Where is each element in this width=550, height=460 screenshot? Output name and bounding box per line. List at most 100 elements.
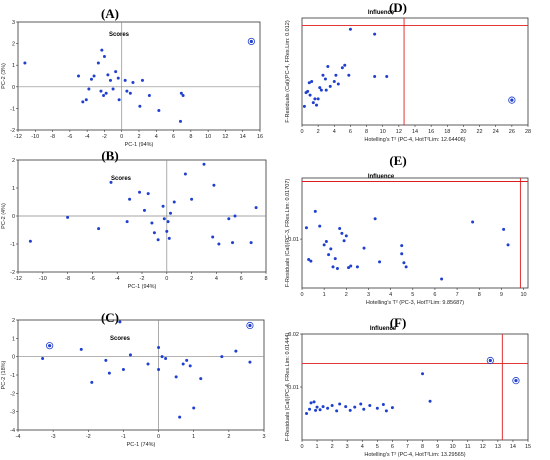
data-point [355,265,359,269]
y-axis-label: F-Residuals (Cal)(PC-4, FRes.Lim: 0.012) [285,20,291,123]
x-tick-label: 12 [396,129,402,135]
data-point [81,100,85,104]
y-tick-label: -3 [10,410,15,416]
plot-frame [17,21,261,131]
data-point [362,407,366,411]
data-point [106,73,110,77]
panel-letter: (D) [389,0,407,15]
data-point [353,405,357,409]
x-tick-label: 9 [500,292,503,298]
data-point [147,93,151,97]
data-point [321,73,325,77]
data-point [402,261,406,265]
y-tick-label: -1 [10,373,15,379]
data-point [319,88,323,92]
highlighted-point [488,358,492,363]
data-point [348,408,352,412]
data-point [142,208,146,212]
x-tick-label: -3 [51,434,56,440]
data-point [254,206,258,210]
x-tick-label: 4 [215,276,218,282]
data-point [335,409,339,413]
data-point [157,368,161,371]
data-point [138,104,142,108]
y-tick-label: 2 [12,158,15,164]
data-point [233,214,237,218]
panel-2: (B)Scores-12 -10 -8 -6 -4 -2 0 2 4 6 8-2-1012PC-1 … [1,148,268,290]
data-point [181,362,185,366]
data-point [428,399,432,403]
x-tick-label: -6 [67,134,72,140]
panel-letter: (B) [101,148,118,163]
highlighted-point [249,39,253,44]
data-point [302,104,306,108]
x-tick-label: 4 [389,292,392,298]
data-point [375,406,379,410]
data-point [125,220,129,224]
x-tick-label: 15 [525,444,531,450]
data-point [421,372,425,376]
data-point [97,227,101,231]
data-point [326,65,330,69]
data-point [104,358,108,362]
data-point [248,360,252,364]
x-tick-label: -4 [85,134,90,140]
panel-letter: (A) [101,6,119,21]
data-point [332,79,336,83]
x-tick-label: -2 [86,434,91,440]
data-point [333,257,337,261]
highlighted-point-ring [247,37,255,46]
x-tick-label: -12 [14,134,22,140]
panel-letter: (E) [389,153,406,168]
data-point [183,172,187,176]
x-tick-label: -6 [90,276,95,282]
highlighted-point [514,379,518,383]
data-point [108,78,112,82]
data-point [121,368,125,371]
data-point [179,91,183,95]
y-tick-label: 3 [12,20,15,26]
data-point [174,375,178,379]
data-point [128,197,132,201]
data-point [373,217,377,221]
y-tick-label: 0 [12,214,15,220]
x-tick-label: 24 [493,129,499,135]
x-tick-label: 6 [433,292,436,298]
data-point [157,109,161,113]
data-point [181,93,185,97]
x-tick-label: 6 [349,129,352,135]
y-tick-label: 1 [12,336,15,342]
data-point [41,357,45,360]
data-point [160,355,164,359]
x-tick-label: 16 [428,129,434,135]
data-point [92,74,96,78]
x-tick-label: 8 [365,129,368,135]
data-point [190,197,194,201]
x-tick-label: 11 [465,444,471,450]
y-tick-label: -1 [10,106,15,112]
data-point [79,347,83,351]
data-point [326,406,330,410]
x-tick-label: 3 [346,444,349,450]
y-tick-label: -2 [10,391,15,397]
x-tick-label: 2 [137,134,140,140]
x-tick-label: -2 [102,134,107,140]
y-tick-label: 1 [12,63,15,69]
y-tick-label: 0.02 [288,332,299,338]
x-tick-label: 0 [300,292,303,298]
x-tick-label: 5 [411,292,414,298]
data-point [128,353,132,357]
data-point [324,88,328,92]
data-point [328,84,332,88]
data-point [506,243,510,247]
data-point [138,190,142,194]
x-tick-label: 4 [361,444,364,450]
y-tick-label: 0.01 [288,237,299,243]
x-tick-label: 8 [421,444,424,450]
plot-frame [17,319,265,431]
x-tick-label: 13 [495,444,501,450]
data-point [96,61,100,65]
x-tick-label: 6 [172,134,175,140]
